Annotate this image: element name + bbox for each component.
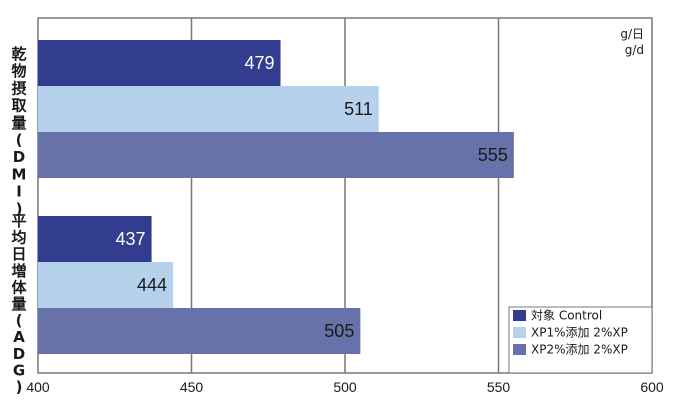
- bar-value-label: 437: [116, 229, 146, 249]
- unit-label: g/d: [625, 43, 644, 57]
- unit-labels: g/日 g/d: [620, 27, 644, 57]
- bars: 479 511 555 437 444 505: [38, 40, 514, 354]
- x-tick-label: 400: [26, 379, 50, 395]
- x-axis-ticks: 400 450 500 550 600: [26, 379, 664, 395]
- x-tick-label: 550: [487, 379, 511, 395]
- legend: 対象 Control XP1%添加 2%XP XP2%添加 2%XP: [508, 306, 653, 374]
- bar-value-label: 505: [324, 321, 354, 341]
- category-label: 平均日増体量(A D G): [11, 212, 27, 396]
- unit-label: g/日: [620, 27, 644, 41]
- legend-swatch: [513, 344, 526, 355]
- legend-label: XP2%添加 2%XP: [531, 343, 628, 357]
- x-tick-label: 600: [640, 379, 664, 395]
- x-tick-label: 450: [180, 379, 204, 395]
- x-tick-label: 500: [333, 379, 357, 395]
- bar: [38, 262, 174, 308]
- bar: [38, 40, 281, 86]
- bar: [38, 86, 379, 132]
- category-label: 乾物摂取量(D M I): [11, 45, 27, 218]
- bar: [38, 132, 514, 178]
- bar: [38, 308, 361, 354]
- bar-value-label: 511: [344, 99, 373, 119]
- legend-label: 対象 Control: [531, 309, 602, 323]
- legend-swatch: [513, 310, 526, 321]
- legend-label: XP1%添加 2%XP: [531, 326, 628, 340]
- legend-swatch: [513, 327, 526, 338]
- category-labels: 乾物摂取量(D M I)平均日増体量(A D G): [11, 45, 27, 396]
- bar-value-label: 555: [478, 145, 508, 165]
- legend-box: [508, 306, 653, 374]
- bar-value-label: 444: [137, 275, 167, 295]
- bar: [38, 216, 152, 262]
- bar-value-label: 479: [244, 53, 274, 73]
